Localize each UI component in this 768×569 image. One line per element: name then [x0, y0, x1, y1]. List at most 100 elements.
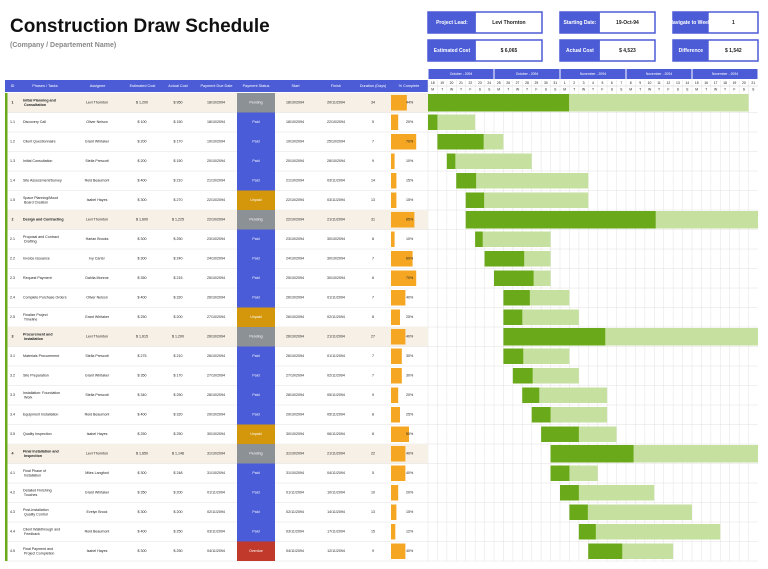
status-cell — [237, 307, 275, 327]
actual-cost: $ 250 — [174, 432, 183, 436]
payment-due: 31/10/2094 — [207, 452, 225, 456]
actual-cost: $ 320 — [174, 413, 183, 417]
task-name: Finalize Project Timeline — [23, 313, 48, 322]
info-value: $ 4,523 — [619, 48, 636, 54]
row-stripe — [5, 463, 8, 483]
task-name: Final Installation and Inspection — [23, 449, 59, 458]
day-label: 21 — [459, 81, 463, 85]
row-stripe — [5, 190, 8, 210]
assignee: Isabel Hayes — [87, 549, 108, 553]
row-stripe — [5, 444, 8, 464]
task-id: 4.5 — [10, 549, 15, 553]
complete-label: 10% — [406, 237, 414, 241]
gantt-progress — [541, 426, 579, 442]
task-name: Invoice Issuance — [23, 257, 50, 261]
complete-label: 60% — [406, 257, 414, 261]
gantt-progress — [428, 114, 438, 130]
finish-date: 01/11/2094 — [327, 354, 345, 358]
info-label-bg — [673, 12, 709, 33]
weekday-label: T — [592, 87, 594, 91]
weekday-label: S — [479, 87, 482, 91]
info-value: $ 1,542 — [725, 48, 742, 54]
payment-due: 18/10/2094 — [207, 120, 225, 124]
weekday-label: T — [573, 87, 575, 91]
payment-due: 25/10/2094 — [207, 276, 225, 280]
payment-due: 01/11/2094 — [207, 491, 225, 495]
status-cell — [237, 424, 275, 444]
finish-date: 03/11/2094 — [327, 198, 345, 202]
finish-date: 12/11/2094 — [327, 549, 345, 553]
actual-cost: $ 210 — [174, 179, 183, 183]
row-stripe — [5, 385, 8, 405]
complete-label: 10% — [406, 159, 414, 163]
estimated-cost: $ 350 — [138, 491, 147, 495]
start-date: 04/11/2094 — [286, 549, 304, 553]
start-date: 01/11/2094 — [286, 491, 304, 495]
duration: 8 — [372, 237, 374, 241]
start-date: 22/10/2094 — [286, 198, 304, 202]
weekday-label: T — [639, 87, 641, 91]
column-header: Estimated Cost — [130, 84, 157, 88]
start-date: 24/10/2094 — [286, 257, 304, 261]
payment-due: 26/10/2094 — [207, 335, 225, 339]
weekday-label: M — [563, 87, 566, 91]
row-stripe — [5, 327, 8, 347]
start-date: 31/10/2094 — [286, 471, 304, 475]
task-name: Request Payment — [23, 276, 52, 280]
estimated-cost: $ 1,200 — [136, 101, 148, 105]
complete-bar — [391, 251, 413, 267]
complete-bar — [391, 524, 396, 540]
complete-label: 40% — [406, 452, 414, 456]
task-id: 3.4 — [10, 413, 15, 417]
row-stripe — [5, 249, 8, 269]
complete-bar — [391, 231, 395, 247]
gantt-bar — [522, 387, 608, 403]
assignee: Oliver Nelson — [86, 296, 108, 300]
actual-cost: $ 270 — [174, 198, 183, 202]
start-date: 03/11/2094 — [286, 530, 304, 534]
task-id: 3 — [12, 335, 14, 339]
payment-due: 21/10/2094 — [207, 179, 225, 183]
finish-date: 22/10/2094 — [327, 120, 345, 124]
month-header — [494, 69, 560, 79]
actual-cost: $ 248 — [174, 471, 183, 475]
finish-date: 30/10/2094 — [327, 237, 345, 241]
task-name: Final Phase of Installation — [23, 469, 46, 478]
status-cell — [237, 385, 275, 405]
task-name: Site Preparation — [23, 374, 49, 378]
day-label: 6 — [611, 81, 613, 85]
payment-status: Pending — [249, 335, 262, 339]
finish-date: 17/11/2094 — [327, 530, 345, 534]
task-id: 1 — [12, 101, 14, 105]
gantt-progress — [503, 309, 523, 325]
complete-bar — [391, 309, 400, 325]
assignee: Isabel Hayes — [87, 432, 108, 436]
gantt-progress — [494, 270, 534, 286]
duration: 14 — [371, 179, 375, 183]
month-label: November - 2094 — [580, 72, 606, 76]
assignee: Dahlia Monroe — [85, 276, 108, 280]
payment-due: 18/10/2094 — [207, 101, 225, 105]
start-date: 29/10/2094 — [286, 413, 304, 417]
estimated-cost: $ 340 — [138, 393, 147, 397]
finish-date: 21/11/2094 — [327, 335, 345, 339]
complete-label: 20% — [406, 120, 414, 124]
duration: 10 — [371, 491, 375, 495]
gantt-progress — [550, 445, 634, 463]
finish-date: 05/11/2094 — [327, 393, 345, 397]
day-label: 1 — [564, 81, 566, 85]
payment-status: Paid — [252, 530, 259, 534]
task-id: 1.1 — [10, 120, 15, 124]
payment-status: Unpaid — [250, 432, 261, 436]
actual-cost: $ 1,225 — [172, 218, 184, 222]
complete-bar — [391, 173, 397, 189]
info-label: Difference — [679, 48, 704, 54]
complete-label: 20% — [406, 393, 414, 397]
duration: 13 — [371, 510, 375, 514]
complete-bar — [391, 95, 407, 111]
payment-due: 22/10/2094 — [207, 218, 225, 222]
complete-label: 15% — [406, 510, 414, 514]
info-value: Levi Thornton — [492, 20, 525, 26]
estimated-cost: $ 300 — [138, 510, 147, 514]
